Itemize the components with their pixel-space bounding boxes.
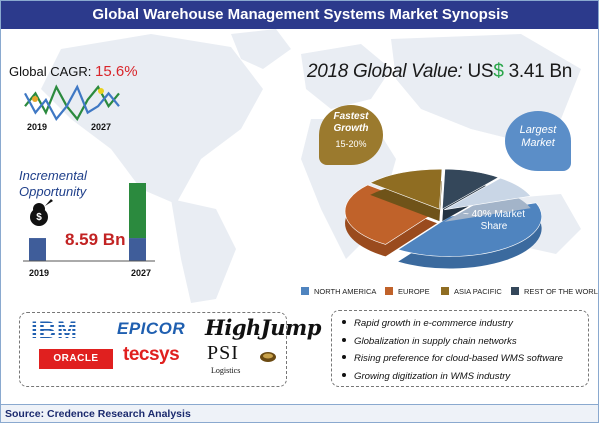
bullet-icon <box>342 355 346 359</box>
pie-slice-asia-pacific <box>369 168 443 210</box>
driver-text: Growing digitization in WMS industry <box>354 370 511 382</box>
psi-logistics-subtitle: Logistics <box>211 366 241 375</box>
legend-swatch-rest-of-world <box>511 287 519 295</box>
fastest-growth-line2: Growth <box>333 123 369 134</box>
pie-slice-north-america <box>397 202 542 257</box>
largest-market-line2: Market <box>521 137 555 149</box>
bar-2019 <box>29 238 46 261</box>
cagr-marker-0 <box>32 96 38 102</box>
legend-swatch-asia-pacific <box>441 287 449 295</box>
legend-item-rest-of-world: REST OF THE WORLD <box>511 287 599 296</box>
legend-item-north-america: NORTH AMERICA <box>301 287 376 296</box>
cagr-line-chart <box>24 84 120 121</box>
driver-item: Globalization in supply chain networks <box>342 333 588 351</box>
largest-market-bubble: Largest Market <box>505 111 571 171</box>
map-north-america <box>41 34 263 204</box>
legend-label-rest-of-world: REST OF THE WORLD <box>524 287 599 296</box>
global-value-heading: 2018 Global Value: US$ 3.41 Bn <box>307 61 572 83</box>
fastest-growth-line1: Fastest <box>333 111 369 122</box>
driver-text: Globalization in supply chain networks <box>354 335 517 347</box>
tecsys-logo: tecsys <box>123 344 180 365</box>
legend-label-north-america: NORTH AMERICA <box>314 287 377 296</box>
global-value-prefix: 2018 Global Value: <box>307 61 463 82</box>
map-europe <box>301 44 391 109</box>
market-drivers-panel: Rapid growth in e-commerce industry Glob… <box>331 310 589 387</box>
cagr-x-label-end: 2027 <box>91 122 112 132</box>
driver-item: Rising preference for cloud-based WMS so… <box>342 350 588 368</box>
fastest-growth-bubble: Fastest Growth 15-20% <box>319 105 383 165</box>
oracle-logo: ORACLE <box>39 349 113 369</box>
bar-x-label-2019: 2019 <box>29 268 50 278</box>
pie-slice-europe <box>344 184 438 245</box>
driver-text: Rapid growth in e-commerce industry <box>354 318 513 329</box>
legend-swatch-europe <box>385 287 393 295</box>
money-bag-icon: $ <box>30 199 53 226</box>
incremental-opportunity-label: Incremental Opportunity <box>19 168 87 200</box>
drivers-list: Rapid growth in e-commerce industry Glob… <box>332 311 588 385</box>
driver-item: Rapid growth in e-commerce industry <box>342 315 588 333</box>
market-share-line2: Share <box>480 221 508 232</box>
pie-slice-other <box>444 177 532 211</box>
psi-logo: PSI <box>207 342 239 364</box>
cagr-label-text: Global CAGR: <box>9 64 92 79</box>
global-value-amount: 3.41 Bn <box>508 61 573 82</box>
legend-item-asia-pacific: ASIA PACIFIC <box>441 287 502 296</box>
largest-market-line1: Largest <box>519 124 557 136</box>
map-south-america <box>171 199 236 303</box>
bar-2027-base <box>129 238 146 261</box>
bar-2027-increment <box>129 183 146 239</box>
market-share-label: ~ 40% Market Share <box>459 209 529 233</box>
bullet-icon <box>342 320 346 324</box>
legend-label-europe: EUROPE <box>398 287 430 296</box>
bar-x-label-2027: 2027 <box>131 268 152 278</box>
market-share-line1: ~ 40% Market <box>463 209 525 220</box>
page-title: Global Warehouse Management Systems Mark… <box>1 1 598 29</box>
source-footer: Source: Credence Research Analysis <box>1 404 598 422</box>
cagr-x-label-start: 2019 <box>27 122 48 132</box>
ibm-logo: IBM <box>31 317 78 344</box>
legend-swatch-north-america <box>301 287 309 295</box>
cagr-series-line-0 <box>24 84 120 121</box>
vendor-logos-panel <box>19 312 287 387</box>
cagr-label: Global CAGR: 15.6% <box>9 63 138 80</box>
svg-text:$: $ <box>36 212 42 223</box>
epicor-logo: EPICOR <box>117 319 186 338</box>
dollar-sign: $ <box>493 61 504 82</box>
map-greenland <box>231 29 291 69</box>
legend-item-europe: EUROPE <box>385 287 430 296</box>
global-value-currency: US <box>467 61 494 82</box>
legend-label-asia-pacific: ASIA PACIFIC <box>454 287 502 296</box>
bullet-icon <box>342 372 346 377</box>
cagr-series-line-1 <box>24 84 120 121</box>
regional-share-pie-chart <box>344 168 542 269</box>
incremental-bar-chart <box>23 183 155 262</box>
driver-item: Growing digitization in WMS industry <box>342 368 588 386</box>
cagr-marker-1 <box>98 88 104 94</box>
incremental-line1: Incremental <box>19 168 87 183</box>
incremental-line2: Opportunity <box>19 184 87 199</box>
psi-globe-icon <box>260 352 276 362</box>
fastest-growth-range: 15-20% <box>335 139 367 149</box>
bullet-icon <box>342 337 346 342</box>
incremental-value: 8.59 Bn <box>65 230 126 249</box>
cagr-value: 15.6% <box>95 63 138 80</box>
highjump-logo: HighJump <box>205 315 321 340</box>
pie-slice-rest-of-the-world <box>442 168 500 210</box>
driver-text: Rising preference for cloud-based WMS so… <box>354 353 564 364</box>
